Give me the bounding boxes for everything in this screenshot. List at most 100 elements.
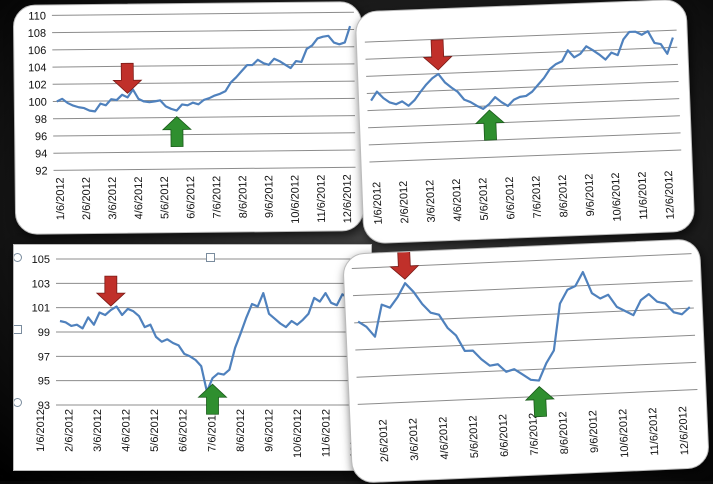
x-tick-label: 5/6/2012: [477, 177, 491, 220]
x-tick-label: 10/6/2012: [617, 409, 631, 458]
x-tick-label: 10/6/2012: [292, 409, 304, 458]
gridline: [52, 80, 355, 85]
y-tick-label: 104: [28, 62, 46, 74]
gridline: [367, 98, 680, 112]
x-tick-label: 11/6/2012: [636, 171, 650, 220]
gridline: [52, 46, 355, 51]
x-tick-label: 6/6/2012: [185, 176, 197, 219]
y-tick-label: 110: [28, 10, 46, 22]
gridline: [53, 166, 356, 171]
x-tick-label: 8/6/2012: [557, 174, 571, 217]
x-tick-label: 11/6/2012: [316, 175, 329, 223]
gridline: [352, 280, 693, 297]
gridline: [53, 149, 356, 154]
gridline: [365, 46, 678, 60]
x-tick-label: 6/6/2012: [178, 409, 190, 452]
chart-panel-top-right: 1/6/2012 2/6/2012 3/6/2012 4/6/2012 5/6/2012…: [354, 0, 696, 245]
x-tick-label: 3/6/2012: [107, 177, 119, 220]
gridline: [368, 115, 680, 129]
line-chart-top-left: 92 94 96 98 100 102 104 106 108 110 1/6/2012 2/6/20…: [28, 10, 356, 224]
y-tick-label: 92: [35, 165, 47, 177]
x-tick-label: 2/6/2012: [64, 409, 76, 452]
x-tick-label: 5/6/2012: [149, 409, 161, 452]
y-tick-label: 106: [28, 45, 46, 57]
y-tick-label: 108: [28, 28, 46, 40]
x-tick-label: 11/6/2012: [320, 409, 332, 457]
gridline: [366, 81, 679, 94]
x-tick-label: 2/6/2012: [398, 180, 412, 223]
x-tick-label: 12/6/2012: [663, 170, 677, 219]
x-tick-label: 7/6/2012: [530, 175, 544, 218]
resize-handle-top[interactable]: [206, 253, 215, 262]
x-tick-label: 10/6/2012: [289, 175, 302, 224]
chart-panel-bottom-left[interactable]: 93 95 97 99 101 103 105 1/6/2012 2/6/2012 3/6/201…: [13, 244, 372, 471]
x-tick-label: 3/6/2012: [92, 409, 104, 452]
y-tick-label: 99: [38, 327, 50, 339]
x-tick-label: 1/6/2012: [371, 181, 385, 224]
gridline: [355, 334, 696, 351]
y-tick-label: 105: [32, 254, 50, 266]
x-tick-label: 5/6/2012: [467, 415, 481, 458]
down-arrow-icon: [112, 62, 143, 94]
gridline: [53, 132, 356, 137]
resize-handle-top-left[interactable]: [14, 253, 22, 262]
gridline: [356, 361, 697, 378]
x-tick-label: 1/6/2012: [55, 177, 67, 220]
x-tick-label: 4/6/2012: [121, 409, 133, 452]
gridline: [51, 11, 354, 16]
y-tick-label: 101: [32, 303, 50, 315]
x-tick-label: 4/6/2012: [133, 176, 145, 219]
x-tick-label: 8/6/2012: [557, 411, 571, 454]
line-chart-top-right: 1/6/2012 2/6/2012 3/6/2012 4/6/2012 5/6/2012…: [364, 29, 682, 225]
down-arrow-icon: [422, 39, 453, 71]
x-tick-label: 7/6/2012: [211, 176, 223, 219]
gridline: [52, 63, 355, 68]
chart-panel-top-left: 92 94 96 98 100 102 104 106 108 110 1/6/2012 2/6/20…: [12, 1, 365, 235]
series-line: [56, 25, 352, 113]
gridline: [52, 28, 355, 34]
y-tick-label: 95: [38, 376, 50, 388]
x-tick-label: 4/6/2012: [437, 416, 451, 459]
resize-handle-left[interactable]: [14, 325, 22, 334]
y-tick-label: 94: [35, 148, 47, 160]
x-tick-label: 9/6/2012: [263, 409, 275, 452]
gridline: [364, 29, 677, 43]
down-arrow-icon: [95, 275, 126, 307]
x-tick-label: 7/6/2012: [527, 412, 541, 455]
x-tick-label: 12/6/2012: [677, 406, 691, 455]
y-tick-label: 93: [38, 400, 50, 412]
x-tick-label: 6/6/2012: [504, 176, 518, 219]
line-chart-bottom-right: 2/6/2012 3/6/2012 4/6/2012 5/6/2012 6/6/2012…: [351, 248, 698, 462]
x-tick-label: 2/6/2012: [377, 419, 391, 462]
x-tick-label: 3/6/2012: [407, 418, 421, 461]
down-arrow-icon: [389, 248, 420, 280]
line-chart-bottom-left: 93 95 97 99 101 103 105 1/6/2012 2/6/2012 3/6/201…: [32, 254, 369, 458]
chart-panel-bottom-right: 2/6/2012 3/6/2012 4/6/2012 5/6/2012 6/6/2012…: [342, 238, 710, 484]
y-tick-label: 96: [35, 131, 47, 143]
y-tick-label: 100: [28, 97, 46, 109]
x-tick-label: 7/6/2012: [206, 409, 218, 452]
x-tick-label: 8/6/2012: [237, 175, 249, 218]
y-tick-label: 103: [32, 278, 50, 290]
gridline: [366, 63, 678, 77]
x-tick-label: 4/6/2012: [451, 178, 465, 221]
up-arrow-icon: [197, 383, 228, 415]
y-tick-label: 102: [28, 79, 46, 91]
gridline: [368, 132, 681, 146]
gridline: [357, 389, 698, 405]
x-tick-label: 5/6/2012: [159, 176, 171, 219]
x-tick-label: 10/6/2012: [610, 172, 624, 221]
resize-handle-bottom-left[interactable]: [14, 398, 22, 407]
up-arrow-icon: [474, 109, 505, 141]
x-tick-label: 11/6/2012: [647, 407, 661, 456]
x-tick-label: 9/6/2012: [263, 175, 275, 218]
gridline: [369, 149, 682, 163]
x-tick-label: 3/6/2012: [424, 179, 438, 222]
x-tick-label: 9/6/2012: [583, 173, 597, 216]
up-arrow-icon: [524, 386, 555, 418]
x-tick-label: 1/6/2012: [35, 409, 47, 452]
series-line: [370, 30, 674, 110]
gridline: [52, 115, 355, 120]
x-tick-label: 6/6/2012: [497, 414, 511, 457]
series-line: [357, 270, 691, 382]
